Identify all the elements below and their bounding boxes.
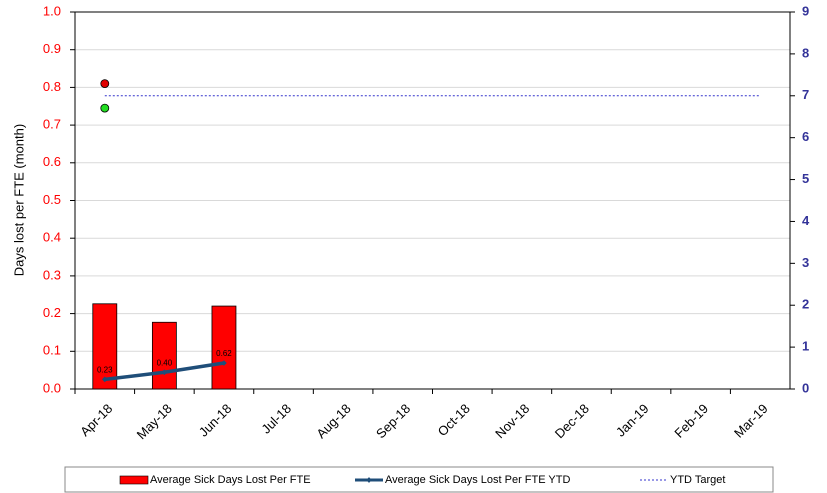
data-label: 0.40	[157, 358, 173, 367]
y-tick-label: 0.2	[43, 305, 61, 320]
legend-box	[64, 466, 774, 493]
marker-dot	[100, 103, 110, 113]
line-point	[101, 376, 108, 383]
line-point	[221, 360, 227, 366]
y2-tick-label: 1	[802, 339, 809, 354]
y-tick-label: 0.7	[43, 117, 61, 132]
y2-tick-label: 6	[802, 129, 809, 144]
legend-swatch	[119, 475, 149, 485]
legend-label: Average Sick Days Lost Per FTE YTD	[385, 474, 570, 486]
y-tick-label: 0.8	[43, 79, 61, 94]
bar	[151, 321, 177, 390]
y2-tick-label: 0	[802, 380, 809, 395]
y-tick-label: 0.4	[43, 230, 61, 245]
line-point	[161, 369, 168, 376]
y2-tick-label: 5	[802, 171, 809, 186]
y-tick-label: 1.0	[43, 3, 61, 18]
y-axis-label: Days lost per FTE (month)	[11, 124, 26, 276]
legend-swatch-point	[366, 477, 372, 483]
y-tick-label: 0.0	[43, 380, 61, 395]
y2-tick-label: 9	[802, 3, 809, 18]
legend-label: Average Sick Days Lost Per FTE	[150, 474, 311, 486]
bar	[92, 303, 118, 390]
data-label: 0.62	[216, 349, 232, 358]
data-label: 0.23	[97, 365, 113, 374]
y2-tick-label: 8	[802, 45, 809, 60]
y2-tick-label: 3	[802, 255, 809, 270]
y-tick-label: 0.1	[43, 343, 61, 358]
y-tick-label: 0.6	[43, 154, 61, 169]
y2-tick-label: 7	[802, 87, 809, 102]
bar	[211, 305, 237, 390]
y-tick-label: 0.9	[43, 41, 61, 56]
legend-label: YTD Target	[670, 474, 725, 486]
marker-dot	[100, 79, 110, 89]
y-tick-label: 0.3	[43, 267, 61, 282]
y-tick-label: 0.5	[43, 192, 61, 207]
y2-tick-label: 2	[802, 297, 809, 312]
y2-tick-label: 4	[802, 213, 810, 228]
